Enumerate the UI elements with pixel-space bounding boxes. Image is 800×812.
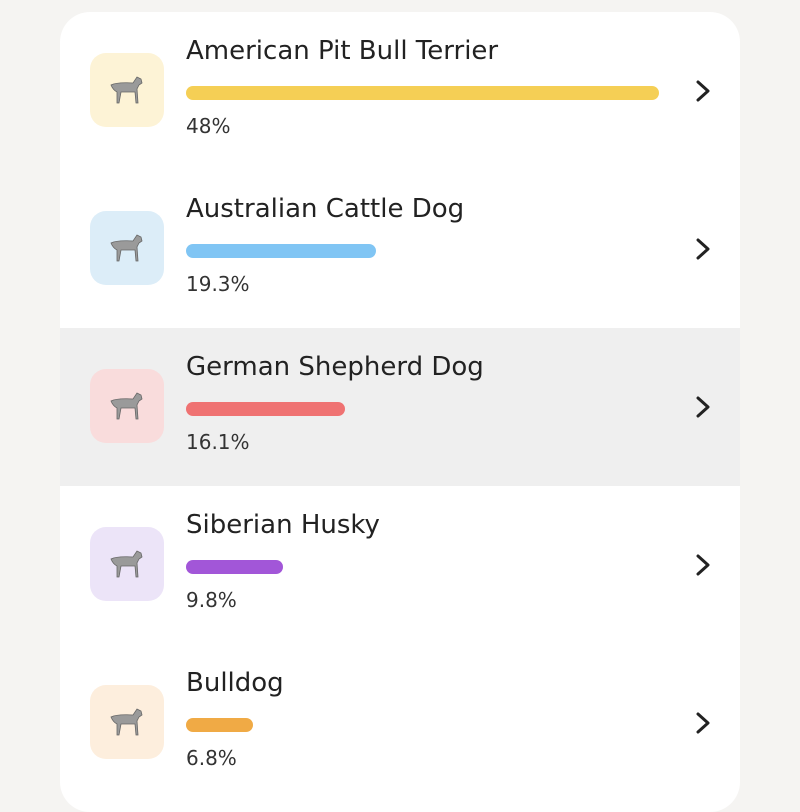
chevron — [693, 711, 713, 739]
dog-icon — [110, 708, 143, 736]
breed-icon — [90, 211, 164, 285]
dog-icon — [110, 76, 143, 104]
chevron — [693, 553, 713, 581]
chevron-icon — [696, 238, 710, 260]
percent-bar — [186, 718, 253, 732]
percent-bar — [186, 560, 283, 574]
dog-icon — [110, 234, 143, 262]
percent-label: 9.8% — [186, 588, 237, 612]
chevron-icon — [696, 80, 710, 102]
percent-bar — [186, 86, 659, 100]
breed-name: German Shepherd Dog — [186, 352, 484, 382]
breed-name: Siberian Husky — [186, 510, 380, 540]
breed-card: American Pit Bull Terrier 48% Australian C… — [60, 12, 740, 812]
percent-bar — [186, 402, 345, 416]
bar-track — [186, 402, 345, 416]
breed-row[interactable]: American Pit Bull Terrier 48% — [60, 12, 740, 170]
percent-label: 6.8% — [186, 746, 237, 770]
breed-icon — [90, 527, 164, 601]
percent-label: 16.1% — [186, 430, 250, 454]
breed-row[interactable]: Bulldog 6.8% — [60, 644, 740, 802]
bar-track — [186, 244, 377, 258]
breed-name: American Pit Bull Terrier — [186, 36, 499, 66]
breed-row[interactable]: Siberian Husky 9.8% — [60, 486, 740, 644]
breed-icon — [90, 369, 164, 443]
percent-label: 48% — [186, 114, 231, 138]
chevron — [693, 79, 713, 107]
dog-icon — [110, 550, 143, 578]
breed-row[interactable]: Australian Cattle Dog 19.3% — [60, 170, 740, 328]
percent-bar — [186, 244, 377, 258]
bar-track — [186, 560, 283, 574]
breed-icon — [90, 53, 164, 127]
bar-track — [186, 718, 253, 732]
chevron — [693, 395, 713, 423]
chevron-icon — [696, 554, 710, 576]
chevron — [693, 237, 713, 265]
dog-icon — [110, 392, 143, 420]
breed-icon — [90, 685, 164, 759]
breed-name: Bulldog — [186, 668, 284, 698]
chevron-icon — [696, 712, 710, 734]
bar-track — [186, 86, 659, 100]
percent-label: 19.3% — [186, 272, 250, 296]
chevron-icon — [696, 396, 710, 418]
breed-name: Australian Cattle Dog — [186, 194, 465, 224]
breed-row[interactable]: German Shepherd Dog 16.1% — [60, 328, 740, 486]
